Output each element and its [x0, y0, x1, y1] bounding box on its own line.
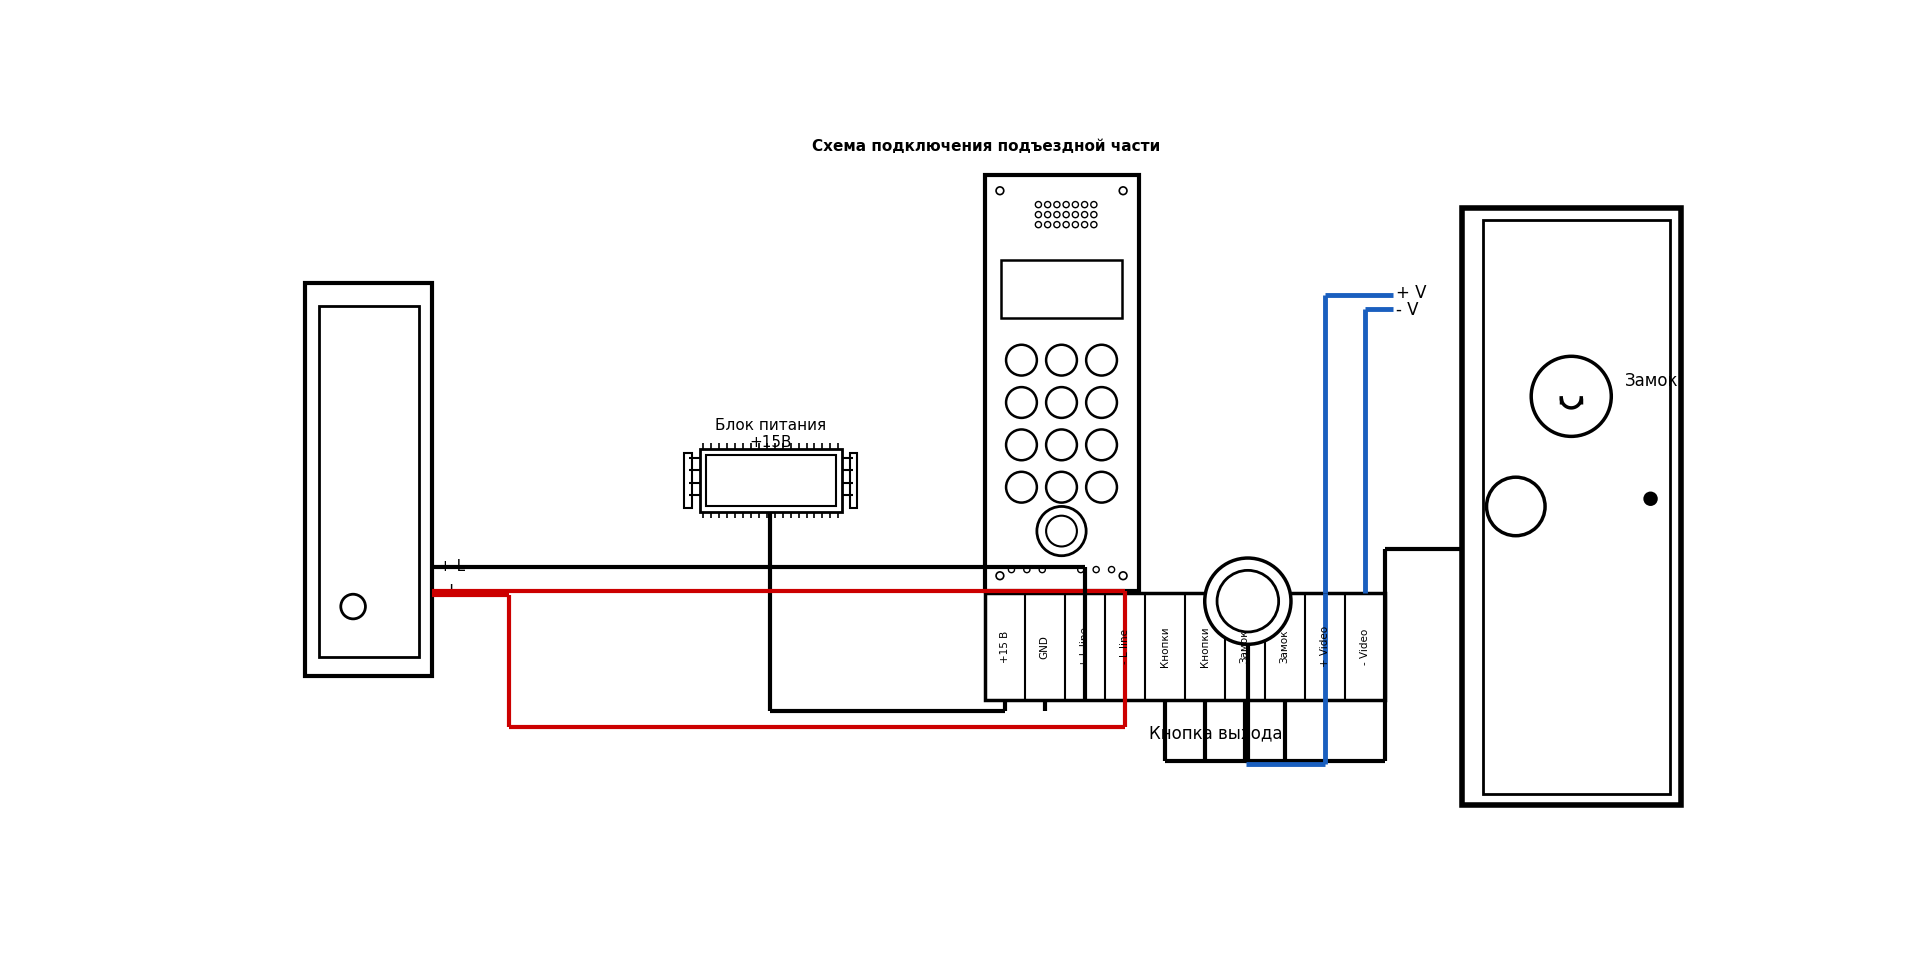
Bar	[1558, 398, 1583, 419]
Circle shape	[1006, 471, 1036, 503]
Circle shape	[1081, 221, 1086, 227]
Circle shape	[1035, 212, 1040, 218]
Circle shape	[1036, 507, 1086, 556]
Bar	[850, 453, 858, 508]
Circle shape	[1044, 221, 1050, 227]
Circle shape	[1217, 570, 1279, 632]
Bar	[985, 594, 1385, 700]
Text: Кнопка выхода: Кнопка выхода	[1148, 724, 1281, 743]
Text: - V: - V	[1396, 301, 1419, 319]
Circle shape	[996, 572, 1004, 579]
Circle shape	[1071, 212, 1079, 218]
Circle shape	[1006, 429, 1036, 461]
Circle shape	[1035, 221, 1040, 227]
Circle shape	[1086, 345, 1117, 375]
Circle shape	[1119, 187, 1127, 195]
Circle shape	[340, 594, 365, 619]
Circle shape	[1092, 566, 1098, 572]
Circle shape	[1063, 202, 1069, 208]
Circle shape	[1044, 202, 1050, 208]
Circle shape	[1090, 212, 1096, 218]
Text: Замок: Замок	[1238, 630, 1250, 663]
Text: + L line: + L line	[1079, 626, 1088, 666]
Text: + Video: + Video	[1319, 626, 1329, 667]
Bar	[700, 449, 842, 512]
Circle shape	[1046, 471, 1077, 503]
Circle shape	[1108, 566, 1113, 572]
Circle shape	[1531, 357, 1610, 436]
Circle shape	[1046, 429, 1077, 461]
Text: GND: GND	[1038, 635, 1050, 659]
Circle shape	[1054, 202, 1060, 208]
Circle shape	[1077, 566, 1083, 572]
Circle shape	[1046, 515, 1077, 547]
Circle shape	[1054, 212, 1060, 218]
Circle shape	[1119, 572, 1127, 579]
Text: +15В: +15В	[748, 435, 790, 450]
Bar	[1461, 209, 1681, 806]
Circle shape	[1006, 387, 1036, 417]
Text: - Video: - Video	[1360, 628, 1369, 664]
Circle shape	[1063, 221, 1069, 227]
Text: - L: - L	[438, 584, 458, 599]
Circle shape	[1644, 493, 1656, 505]
Circle shape	[1023, 566, 1029, 572]
Bar	[685, 453, 692, 508]
Text: Схема подключения подъездной части: Схема подключения подъездной части	[812, 139, 1160, 154]
Circle shape	[1086, 387, 1117, 417]
Bar	[1483, 220, 1669, 794]
Text: + V: + V	[1396, 284, 1427, 302]
Circle shape	[1038, 566, 1044, 572]
Bar	[1002, 260, 1121, 318]
Circle shape	[1086, 429, 1117, 461]
Circle shape	[1046, 387, 1077, 417]
Circle shape	[1006, 345, 1036, 375]
Circle shape	[1090, 221, 1096, 227]
Circle shape	[1071, 221, 1079, 227]
Text: Кнопки: Кнопки	[1200, 626, 1210, 667]
Circle shape	[1204, 558, 1290, 644]
Circle shape	[1035, 202, 1040, 208]
Circle shape	[1071, 202, 1079, 208]
Text: - L line: - L line	[1119, 629, 1129, 664]
Circle shape	[1090, 202, 1096, 208]
Circle shape	[1044, 212, 1050, 218]
Circle shape	[1486, 477, 1544, 536]
Circle shape	[1046, 345, 1077, 375]
Text: Блок питания: Блок питания	[715, 417, 825, 433]
Bar	[306, 283, 433, 676]
Bar	[706, 455, 835, 506]
Text: Замок: Замок	[1625, 372, 1677, 390]
Circle shape	[1008, 566, 1013, 572]
Bar	[985, 175, 1138, 591]
Text: + L: + L	[438, 559, 465, 574]
Text: Кнопки: Кнопки	[1160, 626, 1169, 667]
Circle shape	[1063, 212, 1069, 218]
Bar	[319, 307, 419, 657]
Circle shape	[1081, 212, 1086, 218]
Circle shape	[1054, 221, 1060, 227]
Text: Замок: Замок	[1279, 630, 1288, 663]
Circle shape	[1086, 471, 1117, 503]
Text: +15 В: +15 В	[1000, 630, 1010, 662]
Circle shape	[996, 187, 1004, 195]
Circle shape	[1081, 202, 1086, 208]
